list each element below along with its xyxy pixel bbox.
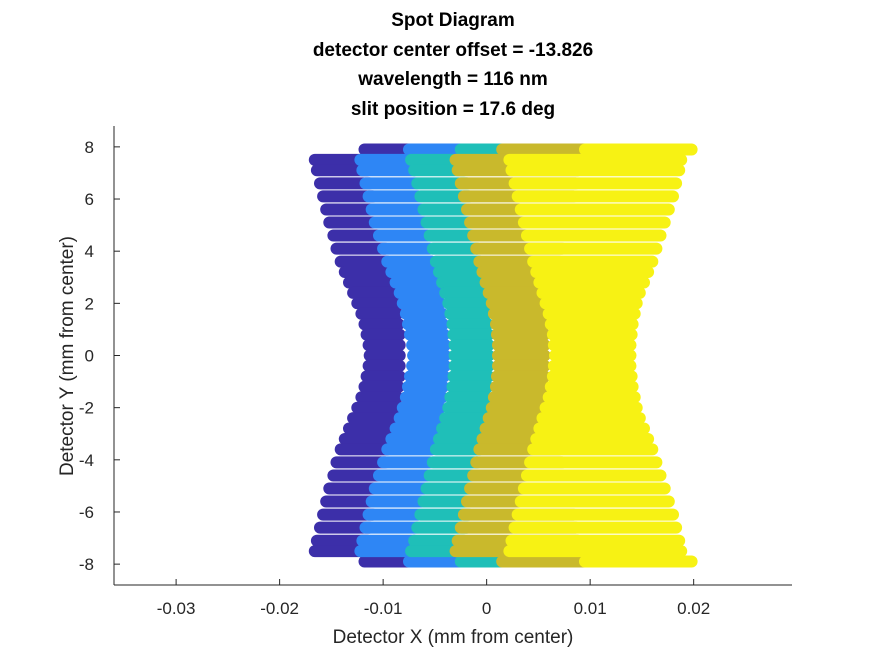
x-tick-label: -0.01	[364, 599, 403, 618]
y-tick-label: 0	[85, 347, 94, 366]
y-tick-label: 2	[85, 294, 94, 313]
x-axis-label: Detector X (mm from center)	[333, 627, 574, 648]
chart-title: Spot Diagram detector center offset = -1…	[313, 10, 593, 120]
series-layer	[308, 143, 698, 568]
x-tick-label: 0.01	[574, 599, 607, 618]
series-2	[354, 143, 467, 568]
y-tick-label: -2	[79, 399, 94, 418]
y-tick-label: 6	[85, 190, 94, 209]
y-tick-label: -8	[79, 555, 94, 574]
title-line-1: Spot Diagram	[391, 10, 515, 31]
series-5	[503, 143, 698, 568]
y-tick-label: -4	[79, 451, 94, 470]
x-tick-label: -0.02	[260, 599, 299, 618]
x-tick-label: 0	[482, 599, 491, 618]
title-line-3: wavelength = 116 nm	[357, 69, 548, 90]
y-tick-label: 8	[85, 138, 94, 157]
y-tick-label: 4	[85, 242, 94, 261]
x-axis-ticks: -0.03 -0.02 -0.01 0 0.01 0.02	[157, 579, 710, 618]
y-tick-label: -6	[79, 503, 94, 522]
y-axis-label: Detector Y (mm from center)	[57, 236, 78, 476]
title-line-4: slit position = 17.6 deg	[351, 99, 555, 120]
x-tick-label: 0.02	[677, 599, 710, 618]
x-tick-label: -0.03	[157, 599, 196, 618]
y-axis-ticks: -8 -6 -4 -2 0 2 4 6 8	[79, 138, 120, 574]
plot-area: -0.03 -0.02 -0.01 0 0.01 0.02 -8 -6 -4 -2 0 2 4 6 8	[79, 126, 792, 618]
title-line-2: detector center offset = -13.826	[313, 40, 593, 61]
